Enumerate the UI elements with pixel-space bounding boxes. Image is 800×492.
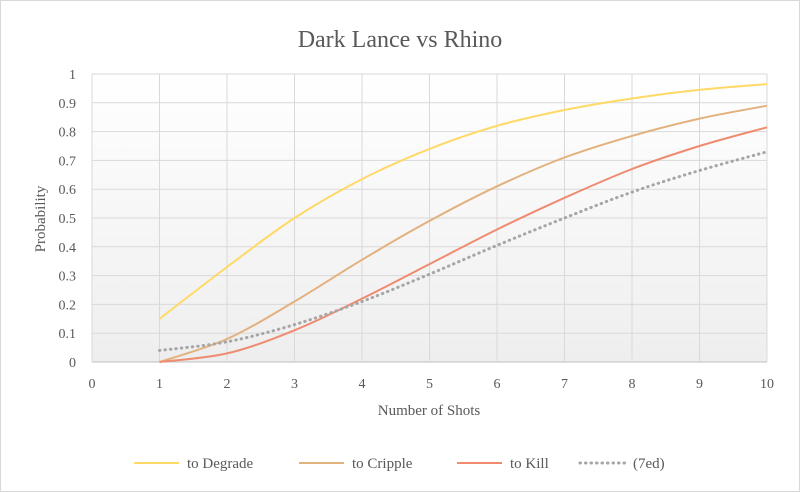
x-tick-label: 8: [629, 377, 636, 392]
x-tick-label: 10: [760, 377, 774, 392]
y-tick-label: 0.1: [59, 327, 77, 342]
x-tick-label: 6: [494, 377, 501, 392]
y-tick-label: 0: [69, 356, 76, 371]
y-tick-label: 0.8: [59, 126, 77, 141]
y-tick-label: 0.5: [59, 212, 77, 227]
x-tick-label: 4: [359, 377, 366, 392]
series-line-7ed: [158, 150, 769, 352]
y-tick-label: 0.7: [59, 154, 77, 169]
y-axis-ticks: 0 0.1 0.2 0.3 0.4 0.5 0.6 0.7 0.8 0.9 1: [59, 68, 77, 371]
x-tick-label: 9: [696, 377, 703, 392]
x-tick-label: 1: [156, 377, 163, 392]
series-lines: [158, 83, 769, 363]
x-tick-label: 2: [224, 377, 231, 392]
y-tick-label: 1: [69, 68, 76, 83]
legend-label-to-kill: to Kill: [510, 456, 549, 472]
x-axis-title: Number of Shots: [378, 403, 481, 419]
y-tick-label: 0.6: [59, 183, 77, 198]
legend-label-to-cripple: to Cripple: [352, 456, 413, 472]
y-tick-label: 0.9: [59, 97, 77, 112]
x-tick-label: 0: [89, 377, 96, 392]
series-line-to-kill: [159, 126, 768, 363]
y-axis-title: Probability: [33, 185, 49, 252]
x-tick-label: 3: [291, 377, 298, 392]
x-tick-label: 5: [426, 377, 433, 392]
chart-title: Dark Lance vs Rhino: [298, 27, 503, 53]
legend-label-7ed: (7ed): [633, 456, 665, 472]
y-tick-label: 0.2: [59, 298, 77, 313]
y-tick-label: 0.3: [59, 270, 77, 285]
series-line-to-degrade: [158, 83, 768, 320]
x-tick-label: 7: [561, 377, 568, 392]
legend-label-to-degrade: to Degrade: [187, 456, 254, 472]
legend: to Degrade to Cripple to Kill (7ed): [134, 456, 665, 472]
series-line-to-cripple: [159, 104, 768, 363]
x-axis-ticks: 0 1 2 3 4 5 6 7 8 9 10: [89, 377, 775, 392]
y-tick-label: 0.4: [59, 241, 77, 256]
